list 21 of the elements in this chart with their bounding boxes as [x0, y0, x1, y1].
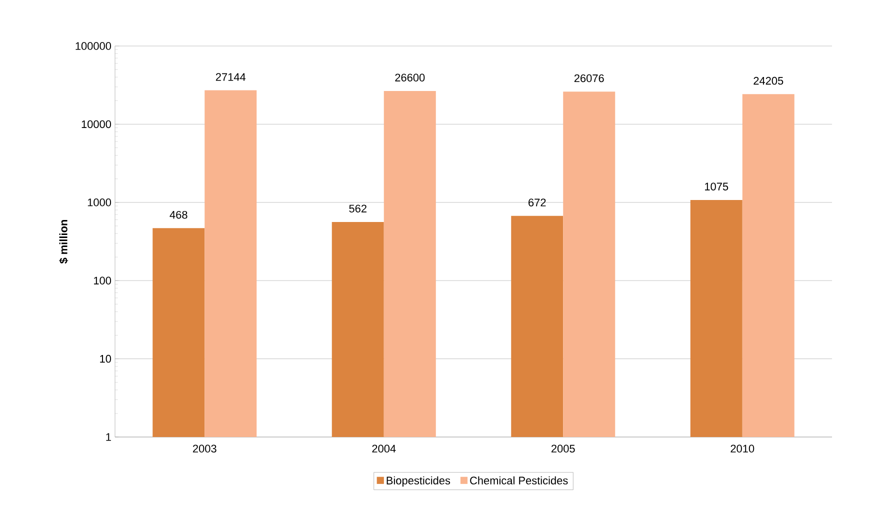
- data-label: 26600: [395, 74, 425, 82]
- x-tick-label: 2003: [192, 444, 216, 453]
- y-tick-label: 1000: [88, 198, 112, 206]
- x-tick-label: 2004: [372, 444, 396, 453]
- data-label: 672: [528, 198, 546, 206]
- legend-label: Chemical Pesticides: [470, 476, 568, 484]
- x-tick-label: 2005: [551, 444, 575, 453]
- data-label: 24205: [754, 76, 784, 85]
- y-tick-label: 100000: [76, 42, 112, 50]
- data-label: 27144: [216, 73, 246, 81]
- y-axis-title: $ million: [59, 220, 68, 264]
- legend-label: Biopesticides: [386, 476, 450, 487]
- y-tick-label: 1: [106, 433, 111, 441]
- y-tick-label: 10000: [82, 120, 112, 128]
- data-label: 562: [349, 204, 366, 212]
- y-tick-label: 10: [100, 354, 112, 363]
- y-tick-label: 100: [94, 276, 112, 284]
- data-label: 26076: [574, 74, 604, 82]
- data-label: 468: [170, 210, 188, 219]
- x-tick-label: 2010: [730, 444, 754, 453]
- data-label: 1075: [705, 182, 728, 190]
